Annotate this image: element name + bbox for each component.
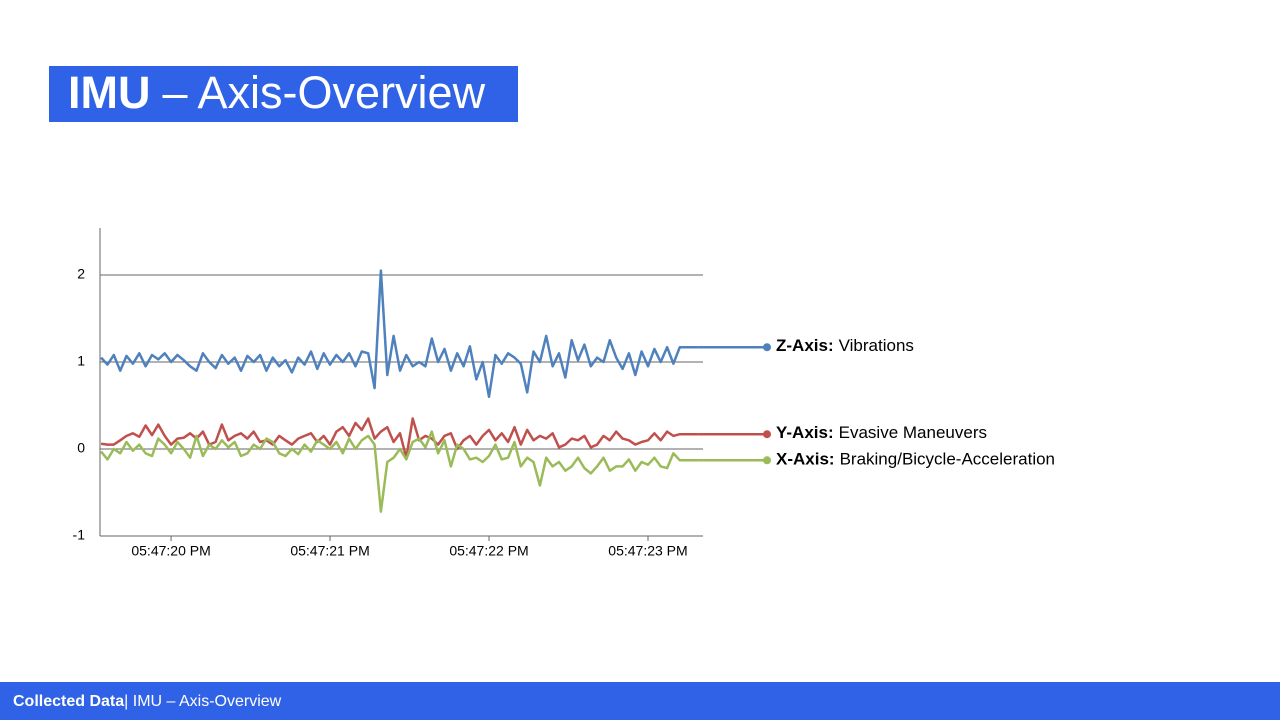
slide-title: IMU – Axis-Overview	[68, 67, 486, 118]
series-line	[100, 430, 699, 513]
footer: Collected Data| IMU – Axis-Overview	[13, 693, 282, 710]
x-tick-label: 05:47:20 PM	[131, 543, 210, 559]
chart: -1 0 1 2 05:47:20 PM 05:47:21 PM 05:47:22 PM 05…	[73, 228, 1055, 559]
legend-dot	[763, 456, 771, 465]
legend-detail: Vibrations	[839, 337, 914, 356]
title-box	[49, 66, 518, 122]
legend-name: Y-Axis:	[776, 424, 834, 443]
footer-bar	[0, 682, 1280, 720]
legend-name: X-Axis:	[776, 450, 835, 469]
y-tick-label: 1	[77, 353, 85, 369]
x-tick-label: 05:47:21 PM	[290, 543, 369, 559]
y-tick-label: -1	[73, 527, 86, 543]
legend-dot	[763, 430, 771, 439]
legend-label: Y-Axis: Evasive Maneuvers	[776, 424, 987, 443]
footer-rest: | IMU – Axis-Overview	[124, 693, 282, 710]
legend-detail: Evasive Maneuvers	[839, 424, 987, 443]
title-bold: IMU	[68, 67, 151, 118]
series-line	[100, 269, 699, 399]
footer-bold: Collected Data	[13, 693, 124, 710]
title-rest: – Axis-Overview	[163, 67, 486, 118]
legend-name: Z-Axis:	[776, 337, 834, 356]
x-tick-label: 05:47:22 PM	[449, 543, 528, 559]
legend-detail: Braking/Bicycle-Acceleration	[840, 450, 1055, 469]
series-line	[100, 417, 699, 459]
legend-label: Z-Axis: Vibrations	[776, 337, 914, 356]
y-tick-label: 0	[77, 440, 85, 456]
y-tick-label: 2	[77, 266, 85, 282]
legend-label: X-Axis: Braking/Bicycle-Acceleration	[776, 450, 1055, 469]
legend-dot	[763, 343, 771, 352]
x-tick-label: 05:47:23 PM	[608, 543, 687, 559]
